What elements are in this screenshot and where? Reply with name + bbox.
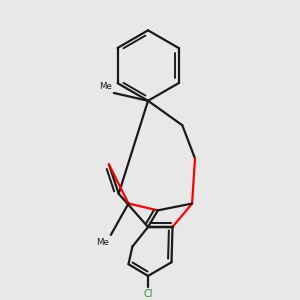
Text: Cl: Cl [143, 289, 153, 299]
Text: Me: Me [100, 82, 112, 91]
Text: Me: Me [97, 238, 110, 247]
